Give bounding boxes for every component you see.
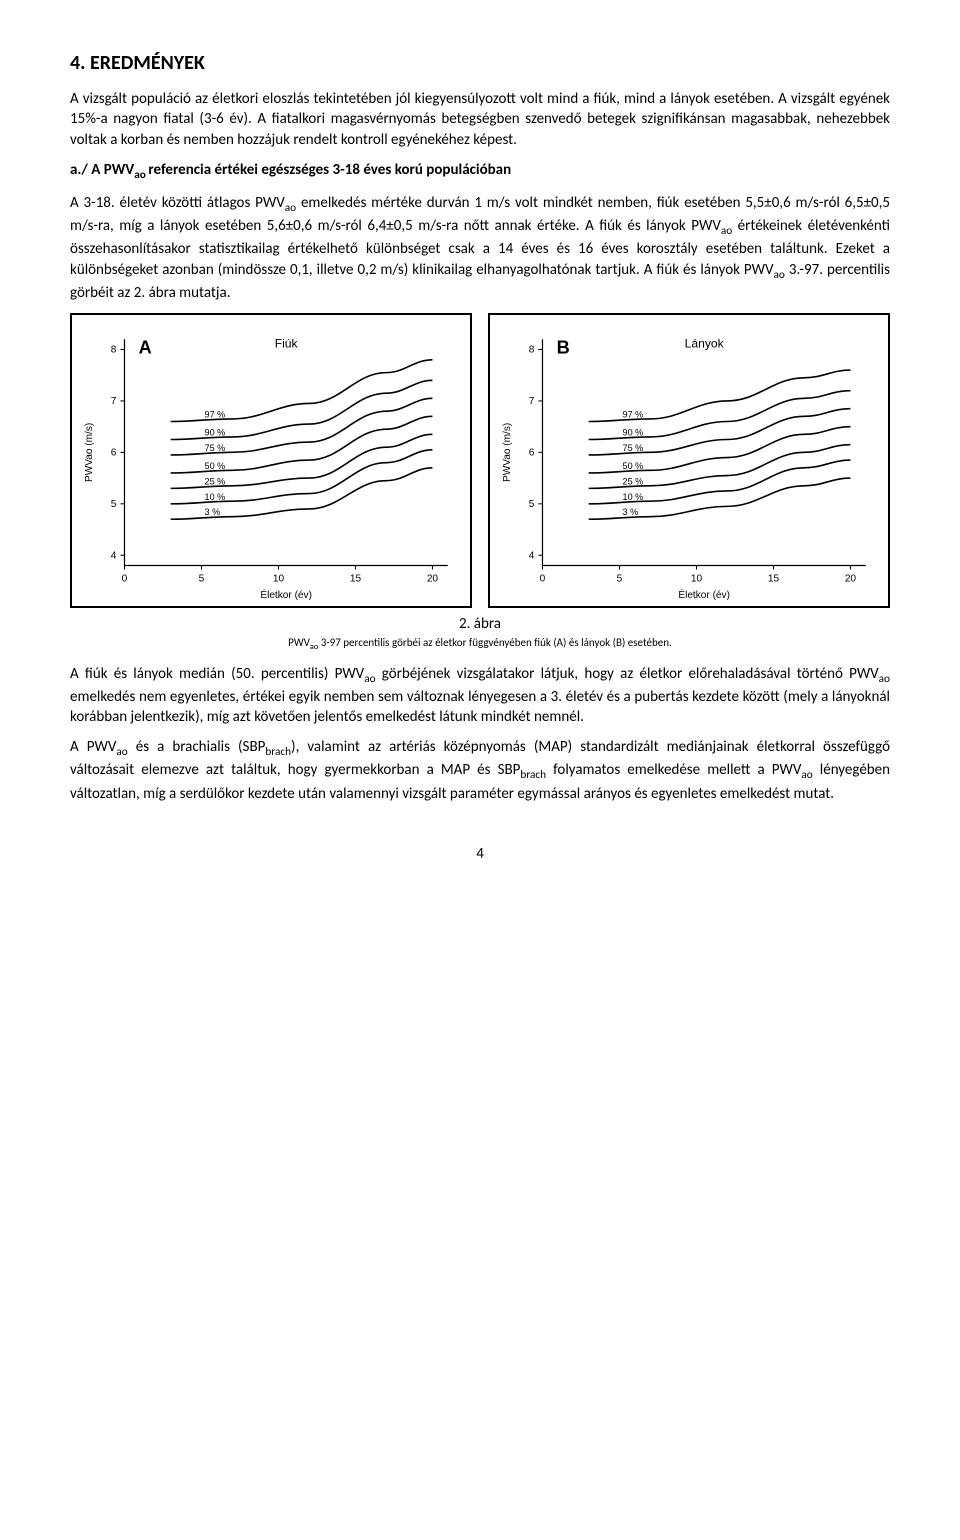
svg-text:5: 5 <box>111 499 117 510</box>
svg-text:3 %: 3 % <box>623 507 639 517</box>
svg-text:15: 15 <box>350 574 362 585</box>
svg-text:10 %: 10 % <box>623 492 644 502</box>
svg-text:97 %: 97 % <box>623 409 644 419</box>
svg-text:10: 10 <box>691 574 703 585</box>
paragraph-4: A PWVao és a brachialis (SBPbrach), vala… <box>70 737 890 804</box>
svg-text:7: 7 <box>111 396 117 407</box>
svg-text:10: 10 <box>273 574 285 585</box>
paragraph-3: A fiúk és lányok medián (50. percentilis… <box>70 664 890 728</box>
svg-text:5: 5 <box>529 499 535 510</box>
svg-text:Életkor (év): Életkor (év) <box>678 588 730 601</box>
svg-text:4: 4 <box>111 550 117 561</box>
svg-text:6: 6 <box>529 447 535 458</box>
svg-text:0: 0 <box>540 574 546 585</box>
subsection-heading: a./ A PWVao referencia értékei egészsége… <box>70 160 890 183</box>
svg-text:97 %: 97 % <box>205 409 226 419</box>
svg-text:8: 8 <box>529 345 535 356</box>
svg-text:4: 4 <box>529 550 535 561</box>
chart-b: 4 5 6 7 8 0 5 10 15 20 Életkor (év) PWVao (m/s) B Lán… <box>496 321 880 604</box>
svg-text:B: B <box>557 337 570 357</box>
svg-text:Fiúk: Fiúk <box>275 336 299 350</box>
figure-row: 4 5 6 7 8 0 5 10 15 20 Életkor (év) PWVao (m/s) A Fiú… <box>70 313 890 608</box>
svg-text:5: 5 <box>199 574 205 585</box>
svg-text:20: 20 <box>845 574 857 585</box>
chart-a: 4 5 6 7 8 0 5 10 15 20 Életkor (év) PWVao (m/s) A Fiú… <box>78 321 462 604</box>
svg-text:75 %: 75 % <box>623 443 644 453</box>
svg-text:PWVao (m/s): PWVao (m/s) <box>84 423 95 482</box>
svg-text:6: 6 <box>111 447 117 458</box>
paragraph-2: A 3-18. életév közötti átlagos PWVao eme… <box>70 193 890 303</box>
svg-text:25 %: 25 % <box>623 476 644 486</box>
svg-text:7: 7 <box>529 396 535 407</box>
figure-caption-sub: PWVao 3-97 percentilis görbéi az életkor… <box>70 636 890 653</box>
svg-text:10 %: 10 % <box>205 492 226 502</box>
svg-text:20: 20 <box>427 574 439 585</box>
svg-text:A: A <box>139 337 152 357</box>
figure-caption-title: 2. ábra <box>70 614 890 634</box>
svg-text:Életkor (év): Életkor (év) <box>260 588 312 601</box>
section-heading: 4. EREDMÉNYEK <box>70 50 890 77</box>
svg-text:PWVao (m/s): PWVao (m/s) <box>502 423 513 482</box>
svg-text:25 %: 25 % <box>205 476 226 486</box>
svg-text:0: 0 <box>122 574 128 585</box>
svg-text:90 %: 90 % <box>623 427 644 437</box>
svg-text:5: 5 <box>617 574 623 585</box>
svg-text:3 %: 3 % <box>205 507 221 517</box>
svg-text:Lányok: Lányok <box>685 336 725 350</box>
page-number: 4 <box>70 844 890 864</box>
svg-text:90 %: 90 % <box>205 427 226 437</box>
svg-text:15: 15 <box>768 574 780 585</box>
figure-panel-a: 4 5 6 7 8 0 5 10 15 20 Életkor (év) PWVao (m/s) A Fiú… <box>70 313 472 608</box>
svg-text:8: 8 <box>111 345 117 356</box>
figure-panel-b: 4 5 6 7 8 0 5 10 15 20 Életkor (év) PWVao (m/s) B Lán… <box>488 313 890 608</box>
paragraph-1: A vizsgált populáció az életkori eloszlá… <box>70 89 890 150</box>
svg-text:50 %: 50 % <box>205 461 226 471</box>
svg-text:50 %: 50 % <box>623 461 644 471</box>
svg-text:75 %: 75 % <box>205 443 226 453</box>
